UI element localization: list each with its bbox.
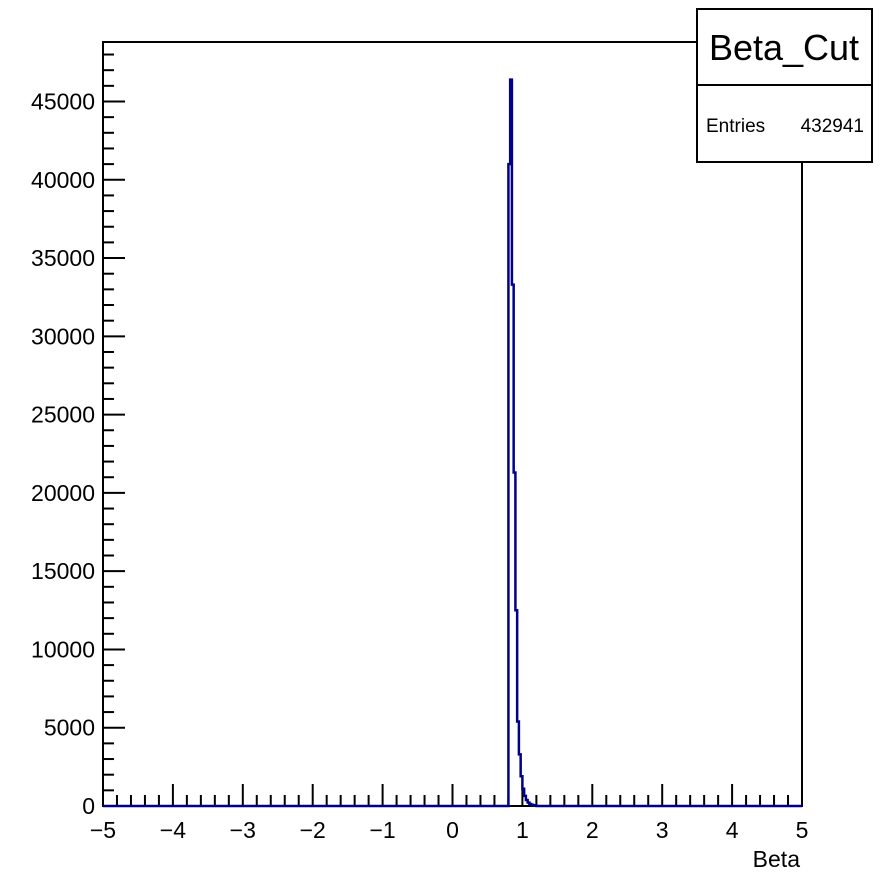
x-tick-label: 4 [726, 817, 739, 843]
stats-entries-value: 432941 [801, 116, 864, 137]
y-tick-label: 20000 [31, 480, 95, 506]
stats-entries-label: Entries [706, 116, 765, 137]
x-tick-label: 1 [516, 817, 529, 843]
x-tick-label: 5 [796, 817, 809, 843]
x-tick-label: −1 [369, 817, 395, 843]
x-tick-label: −3 [230, 817, 256, 843]
stats-box: Beta_Cut Entries 432941 [697, 9, 872, 162]
x-tick-label: −5 [90, 817, 116, 843]
x-tick-label: −2 [300, 817, 326, 843]
y-tick-label: 5000 [44, 715, 95, 741]
x-tick-label: 0 [446, 817, 459, 843]
y-tick-label: 30000 [31, 323, 95, 349]
x-axis-title: Beta [753, 846, 801, 872]
y-tick-label: 35000 [31, 245, 95, 271]
y-tick-label: 25000 [31, 402, 95, 428]
y-tick-label: 15000 [31, 558, 95, 584]
x-tick-label: 2 [586, 817, 599, 843]
y-tick-label: 40000 [31, 167, 95, 193]
x-tick-label: 3 [656, 817, 669, 843]
y-tick-label: 45000 [31, 88, 95, 114]
stats-box-title: Beta_Cut [709, 27, 859, 68]
y-tick-label: 10000 [31, 636, 95, 662]
x-tick-label: −4 [160, 817, 186, 843]
y-tick-label: 0 [82, 793, 95, 819]
